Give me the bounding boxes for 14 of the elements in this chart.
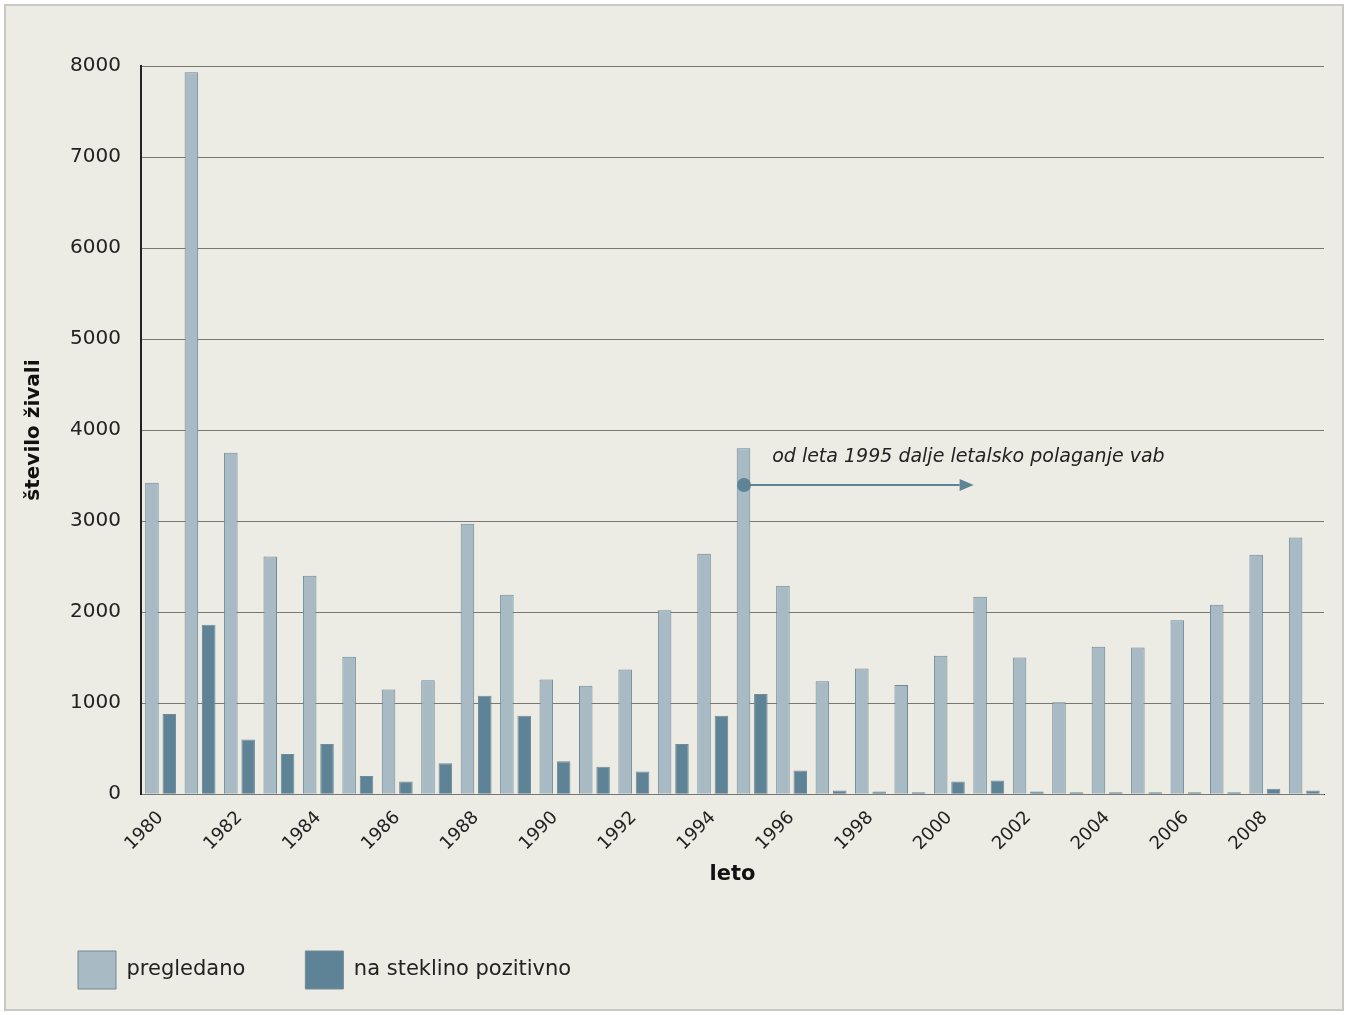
y-tick-label: 2000 bbox=[69, 598, 121, 623]
y-axis-title: število živali bbox=[20, 359, 45, 501]
legend-label: pregledano bbox=[126, 956, 246, 981]
y-tick-label: 1000 bbox=[69, 689, 121, 714]
y-tick-label: 7000 bbox=[69, 143, 121, 168]
annotation: od leta 1995 dalje letalsko polaganje vab bbox=[772, 443, 1165, 466]
legend-label: na steklino pozitivno bbox=[353, 956, 572, 981]
y-tick-label: 4000 bbox=[69, 416, 121, 441]
y-tick-label: 5000 bbox=[69, 325, 121, 350]
y-tick-label: 8000 bbox=[69, 52, 121, 77]
y-tick-label: 0 bbox=[108, 780, 121, 805]
y-tick-label: 6000 bbox=[69, 234, 121, 259]
x-axis-title: leto bbox=[709, 860, 756, 885]
y-tick-label: 3000 bbox=[69, 507, 121, 532]
